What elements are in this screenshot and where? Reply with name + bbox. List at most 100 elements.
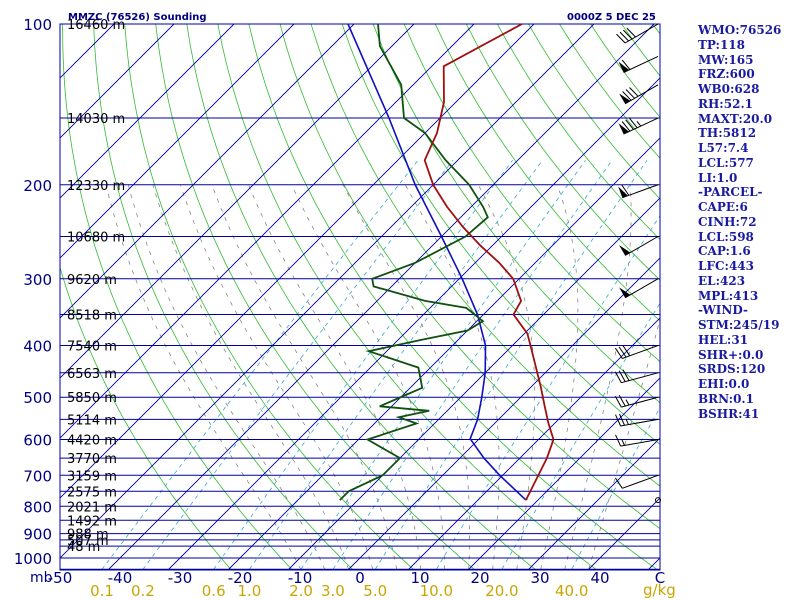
barb-full (629, 117, 638, 129)
wind-barb (655, 497, 661, 504)
pressure-tick-label: 800 (23, 498, 52, 516)
height-label: 2021 m (67, 500, 117, 515)
barb-staff (622, 345, 659, 359)
barb-half (625, 418, 629, 425)
isotherm (287, 197, 660, 570)
mixing-ratio-line (141, 160, 454, 570)
index-item: WMO:76526 (698, 23, 782, 37)
barb-staff (621, 396, 659, 408)
dry-adiabats (60, 24, 660, 570)
dewpoint-line (339, 24, 489, 501)
isotherm (60, 24, 535, 499)
moist-adiabats (105, 184, 660, 570)
temperature-tick-label: -20 (228, 569, 253, 587)
isotherm (60, 24, 355, 319)
index-item: -PARCEL- (698, 185, 763, 200)
mixing-ratio-line (101, 160, 419, 570)
mixing-ratio-label: 10.0 (420, 582, 453, 600)
barb-full (621, 121, 631, 132)
pressure-tick-label: 900 (23, 526, 52, 544)
moist-adiabat (564, 184, 632, 570)
barb-full (622, 369, 630, 381)
barb-pennant (619, 93, 631, 104)
barb-staff (620, 439, 659, 447)
barb-full (623, 29, 633, 40)
index-item: BRN:0.1 (698, 391, 754, 406)
wind-barb (614, 369, 659, 384)
wind-barb (618, 184, 659, 199)
moist-adiabat (127, 184, 326, 570)
index-item: MW:165 (698, 52, 754, 67)
isobars (60, 23, 660, 570)
index-item: HEL:31 (698, 332, 749, 347)
barb-pennant (618, 123, 629, 135)
isotherm (467, 377, 660, 570)
temperature-trace (423, 24, 555, 501)
index-item: TH:5812 (698, 126, 757, 141)
height-label: 9620 m (67, 273, 117, 288)
index-item: BSHR:41 (698, 406, 760, 421)
dry-adiabat (279, 24, 660, 530)
moist-adiabat (248, 184, 422, 570)
pressure-tick-label: 400 (23, 338, 52, 356)
pressure-unit-label: mb (30, 570, 53, 586)
barb-half (621, 439, 625, 446)
barb-pennant (618, 186, 628, 198)
isotherm (60, 24, 295, 259)
moist-adiabat (105, 184, 302, 570)
temperature-tick-label: C (655, 569, 665, 587)
dry-adiabat (434, 24, 660, 322)
wind-barb (616, 23, 659, 44)
wind-barb (619, 236, 659, 256)
mixing-ratio-line (501, 302, 660, 570)
pressure-tick-label: 100 (23, 16, 52, 34)
temperature-tick-label: -30 (168, 569, 193, 587)
mixing-ratio-lines (101, 160, 660, 570)
barb-half (625, 399, 630, 406)
height-label: 3770 m (67, 452, 117, 467)
barb-full (626, 27, 636, 38)
index-item: EL:423 (698, 273, 746, 288)
chart-title: MMZC (76526) Sounding (68, 12, 207, 23)
height-label: 2575 m (67, 485, 117, 500)
barb-full (616, 33, 626, 44)
moist-adiabat (180, 184, 374, 570)
barb-full (622, 345, 631, 357)
index-item: WB0:628 (698, 82, 760, 96)
temperature-tick-label: 30 (530, 569, 549, 587)
wind-barb (615, 413, 659, 427)
mixing-ratio-unit-label: g/kg (643, 581, 676, 599)
pressure-tick-label: 200 (23, 177, 52, 195)
barb-full (622, 91, 632, 101)
plot-frame (59, 23, 661, 571)
barb-staff (624, 278, 659, 299)
barb-staff (622, 184, 659, 199)
index-item: LCL:598 (698, 229, 754, 244)
index-item: CAP:1.6 (698, 244, 751, 259)
barb-full (614, 371, 622, 383)
height-label: 48 m (67, 540, 100, 555)
barb-full (629, 87, 639, 97)
mixing-ratio-line (374, 160, 648, 570)
mixing-ratio-label: 0.2 (131, 582, 155, 600)
barb-full (615, 434, 622, 447)
height-label: 5114 m (67, 413, 117, 428)
barb-full (621, 59, 631, 70)
barb-full (618, 370, 626, 382)
barb-staff (621, 372, 659, 384)
barb-staff (624, 236, 659, 256)
index-item: -WIND- (698, 303, 748, 318)
wind-barb (614, 345, 659, 359)
dry-adiabat (217, 24, 598, 570)
mixing-ratio-label: 3.0 (321, 582, 345, 600)
temperature-line (423, 24, 555, 501)
wind-barbs (614, 23, 661, 504)
mixing-ratio-line (435, 215, 660, 570)
barb-full (621, 184, 630, 196)
barb-staff (623, 55, 659, 73)
temperature-tick-label: 40 (590, 569, 609, 587)
calm-circle (655, 497, 661, 504)
height-label: 12330 m (67, 179, 125, 194)
mixing-ratio-label: 5.0 (363, 582, 387, 600)
